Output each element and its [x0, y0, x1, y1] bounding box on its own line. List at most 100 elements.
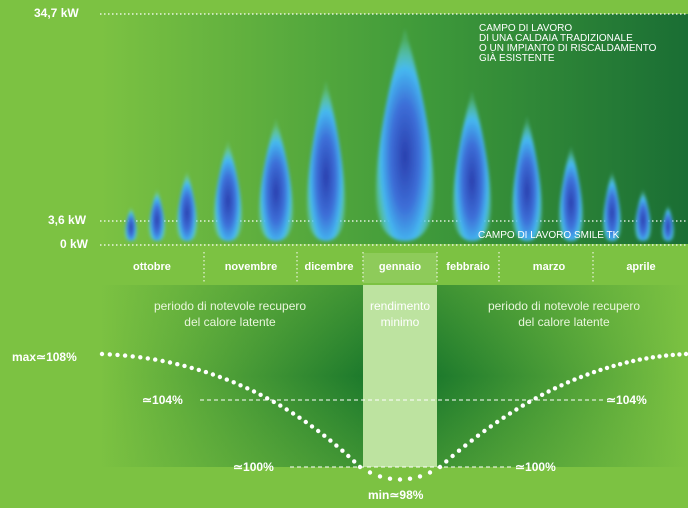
flame-icon — [149, 189, 165, 241]
curve-dot — [670, 352, 675, 358]
efficiency-guides — [200, 399, 606, 468]
curve-dot — [417, 474, 423, 479]
efficiency-100-right: ≃100% — [515, 460, 556, 474]
curve-dot — [238, 383, 243, 388]
flame-icon — [512, 116, 542, 241]
caption-line: del calore latente — [184, 315, 276, 329]
curve-dot — [407, 476, 413, 481]
curve-dot — [572, 377, 577, 382]
curve-dot — [189, 365, 194, 371]
flame-icon — [214, 141, 242, 241]
curve-dot — [297, 415, 302, 420]
curve-dot — [677, 352, 682, 357]
flame-group — [125, 29, 674, 241]
curve-dot — [328, 438, 333, 443]
curve-dot — [303, 419, 308, 425]
curve-dot — [265, 396, 270, 401]
month-label: aprile — [626, 261, 656, 273]
curve-dot — [488, 424, 493, 429]
curve-dot — [604, 365, 610, 371]
curve-dot — [203, 369, 209, 375]
curve-dot — [231, 380, 236, 385]
curve-dot — [153, 357, 158, 362]
curve-dot — [167, 360, 173, 365]
curve-dot — [387, 476, 393, 481]
curve-dot — [644, 356, 649, 361]
curve-dot — [611, 363, 616, 369]
curve-dot — [145, 356, 150, 361]
flame-icon — [376, 29, 434, 241]
curve-dot — [520, 403, 525, 408]
curve-dot — [290, 411, 296, 416]
efficiency-100-left: ≃100% — [233, 460, 274, 474]
curve-dot — [624, 360, 629, 365]
flame-icon — [259, 119, 293, 241]
curve-dot — [245, 386, 250, 391]
curve-dot — [322, 433, 327, 438]
month-label: dicembre — [304, 261, 354, 273]
curve-dot — [591, 369, 597, 375]
note-line: GIÀ ESISTENTE — [479, 53, 555, 64]
curve-dot — [552, 386, 558, 391]
minimum-efficiency-column — [363, 285, 437, 467]
efficiency-curve — [99, 351, 688, 482]
efficiency-104-left: ≃104% — [142, 393, 183, 407]
curve-dot — [456, 448, 462, 453]
curve-dot — [565, 380, 571, 385]
curve-dot — [469, 438, 474, 443]
flame-icon — [453, 91, 491, 241]
curve-dot — [527, 399, 532, 405]
curve-dot — [631, 358, 636, 364]
curve-dot — [309, 424, 315, 429]
curve-dot — [617, 362, 623, 367]
curve-dot — [397, 477, 403, 482]
flame-icon — [307, 81, 345, 241]
month-label: febbraio — [446, 261, 490, 273]
curve-dot — [217, 374, 223, 380]
curve-dot — [507, 411, 513, 416]
curve-dot — [251, 389, 257, 394]
curve-dot — [346, 453, 351, 459]
curve-dot — [657, 354, 662, 359]
note-line: O UN IMPIANTO DI RISCALDAMENTO — [479, 43, 657, 54]
traditional-boiler-note: CAMPO DI LAVORO DI UNA CALDAIA TRADIZION… — [479, 24, 656, 64]
month-label: ottobre — [133, 261, 171, 273]
curve-dot — [683, 351, 688, 357]
month-separators — [203, 252, 594, 282]
curve-dot — [115, 352, 120, 358]
curve-dot — [340, 448, 345, 453]
curve-dot — [663, 353, 669, 358]
caption-line: periodo di notevole recupero — [153, 299, 307, 313]
curve-dot — [224, 377, 229, 382]
curve-dot — [334, 443, 339, 448]
curve-dot — [122, 353, 128, 358]
flame-icon — [635, 189, 651, 241]
smile-tk-note: CAMPO DI LAVORO SMILE TK — [478, 230, 620, 241]
curve-dot — [278, 403, 283, 408]
curve-dot — [210, 372, 216, 377]
month-label: gennaio — [378, 261, 422, 273]
caption-line: minimo — [380, 315, 420, 329]
flame-icon — [662, 205, 674, 241]
curve-dot — [258, 392, 263, 397]
curve-dot — [475, 433, 481, 438]
curve-dot — [514, 407, 519, 412]
curve-dot — [598, 367, 603, 373]
caption-line: periodo di notevole recupero — [487, 299, 641, 313]
curve-dot — [138, 355, 143, 360]
month-label: marzo — [532, 261, 566, 273]
curve-dot — [427, 470, 433, 475]
min-efficiency-label: min≃98% — [368, 488, 424, 502]
curve-dot — [546, 389, 551, 394]
curve-dot — [175, 362, 180, 367]
caption-line: del calore latente — [518, 315, 610, 329]
curve-dot — [437, 464, 443, 470]
period-center-caption: rendimento minimo — [360, 298, 440, 330]
curve-dot — [495, 419, 500, 425]
caption-line: rendimento — [369, 299, 431, 313]
curve-dot — [99, 351, 105, 357]
curve-dot — [650, 355, 656, 360]
flame-icon — [559, 146, 583, 241]
